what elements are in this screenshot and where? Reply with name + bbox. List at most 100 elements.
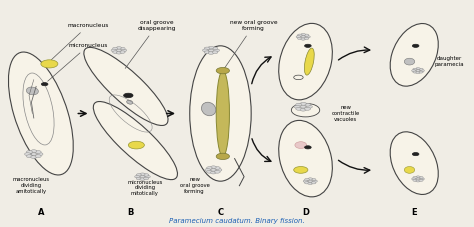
- Circle shape: [212, 51, 218, 54]
- Circle shape: [112, 51, 118, 53]
- Circle shape: [308, 178, 313, 180]
- Ellipse shape: [390, 24, 438, 86]
- Circle shape: [306, 105, 312, 108]
- Circle shape: [111, 49, 116, 52]
- Circle shape: [305, 146, 311, 149]
- Text: new
oral groove
forming: new oral groove forming: [180, 177, 210, 194]
- Circle shape: [205, 169, 210, 171]
- Circle shape: [413, 71, 417, 73]
- Text: C: C: [218, 208, 224, 217]
- Circle shape: [144, 174, 149, 176]
- Circle shape: [208, 46, 214, 49]
- Ellipse shape: [292, 103, 319, 117]
- Circle shape: [313, 180, 318, 182]
- Circle shape: [304, 107, 310, 110]
- Text: macronucleus: macronucleus: [51, 23, 109, 60]
- Circle shape: [112, 47, 118, 50]
- Circle shape: [202, 49, 208, 52]
- Circle shape: [305, 44, 311, 47]
- Circle shape: [135, 175, 140, 178]
- Circle shape: [294, 75, 303, 80]
- Circle shape: [298, 34, 302, 36]
- Circle shape: [41, 83, 48, 86]
- Circle shape: [416, 178, 420, 180]
- Circle shape: [31, 155, 37, 158]
- Ellipse shape: [190, 46, 251, 181]
- Text: daughter
paramecia: daughter paramecia: [435, 56, 465, 67]
- Circle shape: [212, 47, 218, 50]
- Circle shape: [210, 171, 216, 174]
- Circle shape: [140, 175, 145, 178]
- Circle shape: [31, 153, 36, 155]
- Circle shape: [411, 178, 416, 180]
- Text: micronucleus: micronucleus: [48, 43, 108, 81]
- Circle shape: [413, 176, 417, 178]
- Circle shape: [116, 52, 121, 54]
- Text: oral groove
disappearing: oral groove disappearing: [125, 20, 176, 68]
- Circle shape: [216, 153, 229, 160]
- Circle shape: [300, 102, 306, 105]
- Circle shape: [124, 93, 133, 98]
- Circle shape: [301, 33, 306, 36]
- Circle shape: [35, 151, 41, 153]
- Text: new
contractile
vacuoles: new contractile vacuoles: [332, 105, 360, 122]
- Circle shape: [216, 169, 222, 171]
- Circle shape: [296, 103, 302, 106]
- Circle shape: [208, 52, 214, 54]
- Circle shape: [304, 103, 310, 106]
- Circle shape: [304, 37, 309, 39]
- Circle shape: [300, 108, 306, 111]
- Circle shape: [117, 49, 121, 52]
- Circle shape: [296, 107, 302, 110]
- Circle shape: [204, 47, 210, 50]
- Circle shape: [41, 60, 58, 68]
- Circle shape: [311, 178, 316, 181]
- Circle shape: [416, 68, 420, 70]
- Circle shape: [419, 71, 423, 73]
- Ellipse shape: [201, 102, 216, 116]
- Circle shape: [136, 177, 141, 180]
- Ellipse shape: [279, 23, 332, 100]
- Circle shape: [311, 182, 316, 184]
- Text: micronucleus
dividing
mitotically: micronucleus dividing mitotically: [127, 180, 163, 196]
- Circle shape: [25, 153, 31, 155]
- Circle shape: [294, 167, 308, 173]
- Circle shape: [304, 34, 309, 36]
- Text: E: E: [411, 208, 417, 217]
- Ellipse shape: [390, 132, 438, 195]
- Circle shape: [420, 178, 424, 180]
- Ellipse shape: [404, 58, 415, 65]
- Circle shape: [308, 182, 313, 185]
- Circle shape: [420, 70, 424, 72]
- Circle shape: [145, 175, 150, 178]
- Text: B: B: [128, 208, 134, 217]
- Circle shape: [140, 178, 145, 180]
- Ellipse shape: [27, 87, 38, 95]
- Circle shape: [416, 176, 420, 178]
- Circle shape: [411, 70, 416, 72]
- Circle shape: [204, 51, 210, 54]
- Circle shape: [210, 166, 216, 169]
- Circle shape: [211, 169, 216, 171]
- Circle shape: [214, 49, 219, 52]
- Text: A: A: [37, 208, 44, 217]
- Circle shape: [120, 47, 125, 50]
- Circle shape: [215, 167, 220, 169]
- Circle shape: [305, 178, 309, 181]
- Circle shape: [419, 179, 423, 181]
- Circle shape: [412, 153, 419, 156]
- Circle shape: [215, 170, 220, 173]
- Circle shape: [419, 176, 423, 178]
- Circle shape: [416, 70, 420, 72]
- Text: macronucleus
dividing
amitotically: macronucleus dividing amitotically: [13, 177, 50, 194]
- Text: new oral groove
forming: new oral groove forming: [224, 20, 277, 68]
- Circle shape: [306, 36, 310, 38]
- Ellipse shape: [295, 142, 307, 148]
- Circle shape: [301, 105, 306, 108]
- Circle shape: [294, 105, 300, 108]
- Circle shape: [296, 36, 301, 38]
- Circle shape: [144, 177, 149, 180]
- Circle shape: [301, 36, 305, 38]
- Circle shape: [308, 180, 312, 182]
- Circle shape: [27, 151, 33, 153]
